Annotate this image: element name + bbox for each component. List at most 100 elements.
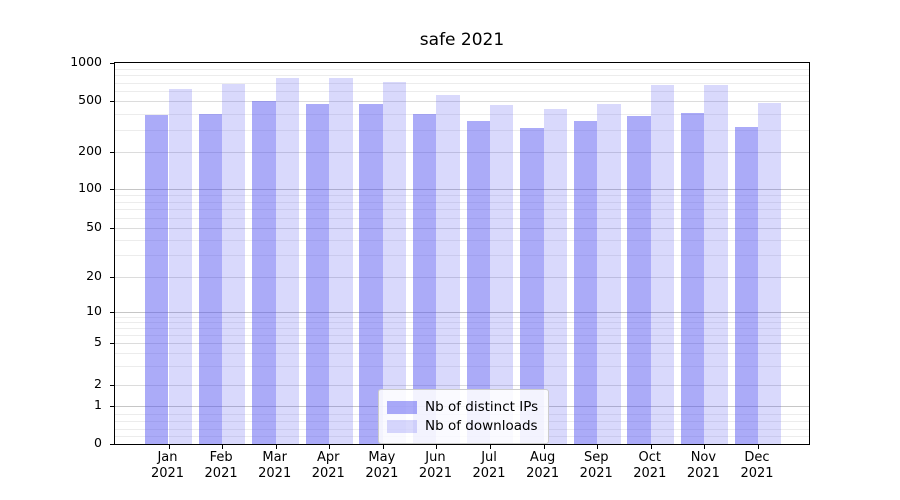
- bar-distinct-ips: [198, 113, 223, 444]
- x-tick-label: Dec 2021: [740, 450, 774, 482]
- gridline-minor: [115, 335, 809, 337]
- x-tick-mark: [222, 445, 224, 449]
- gridline-major: [115, 384, 809, 386]
- gridline-minor: [115, 201, 809, 203]
- x-tick-label: Feb 2021: [204, 450, 238, 482]
- bar-downloads: [704, 85, 728, 444]
- gridline-minor: [115, 255, 809, 257]
- y-tick-mark: [110, 276, 114, 278]
- y-tick-label: 2: [94, 375, 102, 391]
- bar-downloads: [757, 102, 782, 444]
- gridline-minor: [115, 239, 809, 241]
- gridline-major: [115, 152, 809, 154]
- gridline-minor: [115, 113, 809, 115]
- y-tick-label: 50: [86, 218, 102, 234]
- x-tick-mark: [490, 445, 492, 449]
- legend: Nb of distinct IPs Nb of downloads: [378, 389, 550, 444]
- bar-downloads: [650, 85, 675, 444]
- bar-downloads: [329, 78, 353, 444]
- x-tick-label: Oct 2021: [633, 450, 667, 482]
- gridline-minor: [115, 129, 809, 131]
- x-tick-mark: [757, 445, 759, 449]
- y-tick-mark: [110, 101, 114, 103]
- y-tick-label: 0: [94, 435, 102, 450]
- bar-downloads: [543, 108, 568, 444]
- gridline-major: [115, 312, 809, 314]
- bar-distinct-ips: [734, 127, 758, 444]
- bar-distinct-ips: [573, 121, 598, 444]
- x-tick-label: Apr 2021: [311, 450, 345, 482]
- bar-distinct-ips: [681, 113, 705, 444]
- y-tick-label: 1000: [70, 54, 102, 69]
- bar-distinct-ips: [627, 115, 651, 444]
- y-tick-mark: [110, 189, 114, 191]
- x-tick-mark: [650, 445, 652, 449]
- bar-distinct-ips: [466, 121, 491, 444]
- gridline-minor: [115, 91, 809, 93]
- gridline-minor: [115, 316, 809, 318]
- x-tick-mark: [436, 445, 438, 449]
- gridline-major: [115, 189, 809, 191]
- y-tick-label: 500: [78, 92, 102, 108]
- y-tick-mark: [110, 384, 114, 386]
- bar-distinct-ips: [305, 103, 330, 444]
- y-tick-label: 200: [78, 143, 102, 159]
- gridline-major: [115, 227, 809, 229]
- x-tick-mark: [275, 445, 277, 449]
- x-tick-label: Jul 2021: [472, 450, 506, 482]
- bar-distinct-ips: [252, 101, 276, 444]
- x-tick-label: Jun 2021: [418, 450, 452, 482]
- bar-downloads: [490, 104, 514, 444]
- legend-entry-downloads: Nb of downloads: [387, 418, 538, 434]
- y-tick-label: 20: [86, 267, 102, 283]
- legend-swatch-downloads: [387, 419, 417, 433]
- gridline-major: [115, 343, 809, 345]
- gridline-minor: [115, 322, 809, 324]
- bar-distinct-ips: [359, 104, 383, 444]
- bars-layer: [115, 63, 809, 444]
- x-tick-label: May 2021: [365, 450, 399, 482]
- y-tick-mark: [110, 444, 114, 445]
- bar-downloads: [275, 78, 300, 444]
- gridline-minor: [115, 195, 809, 197]
- gridline-minor: [115, 82, 809, 84]
- x-tick-mark: [597, 445, 599, 449]
- bar-distinct-ips: [520, 127, 544, 444]
- legend-label-downloads: Nb of downloads: [425, 418, 538, 434]
- legend-entry-distinct-ips: Nb of distinct IPs: [387, 399, 538, 415]
- gridline-major: [115, 276, 809, 278]
- gridline-minor: [115, 366, 809, 368]
- x-tick-mark: [168, 445, 170, 449]
- x-tick-mark: [329, 445, 331, 449]
- gridline-minor: [115, 217, 809, 219]
- x-tick-mark: [704, 445, 706, 449]
- y-tick-mark: [110, 63, 114, 64]
- gridline-major: [115, 101, 809, 103]
- bar-downloads: [597, 103, 621, 444]
- gridline-minor: [115, 75, 809, 77]
- y-tick-label: 1: [94, 397, 102, 413]
- chart-title: safe 2021: [419, 30, 505, 50]
- y-tick-mark: [110, 406, 114, 408]
- x-tick-label: Nov 2021: [686, 450, 720, 482]
- gridline-minor: [115, 68, 809, 70]
- bar-distinct-ips: [145, 115, 169, 444]
- y-tick-mark: [110, 227, 114, 229]
- y-tick-mark: [110, 343, 114, 345]
- bar-distinct-ips: [413, 113, 437, 444]
- x-tick-mark: [382, 445, 384, 449]
- y-tick-label: 10: [86, 303, 102, 319]
- y-tick-label: 100: [78, 180, 102, 196]
- x-tick-label: Aug 2021: [526, 450, 560, 482]
- bar-downloads: [168, 88, 192, 444]
- legend-label-distinct-ips: Nb of distinct IPs: [425, 399, 539, 415]
- y-tick-label: 5: [94, 334, 102, 350]
- gridline-minor: [115, 328, 809, 330]
- x-tick-label: Mar 2021: [258, 450, 292, 482]
- bar-downloads: [222, 83, 246, 444]
- gridline-minor: [115, 353, 809, 355]
- y-tick-mark: [110, 152, 114, 154]
- x-tick-label: Sep 2021: [579, 450, 613, 482]
- x-tick-label: Jan 2021: [150, 450, 185, 482]
